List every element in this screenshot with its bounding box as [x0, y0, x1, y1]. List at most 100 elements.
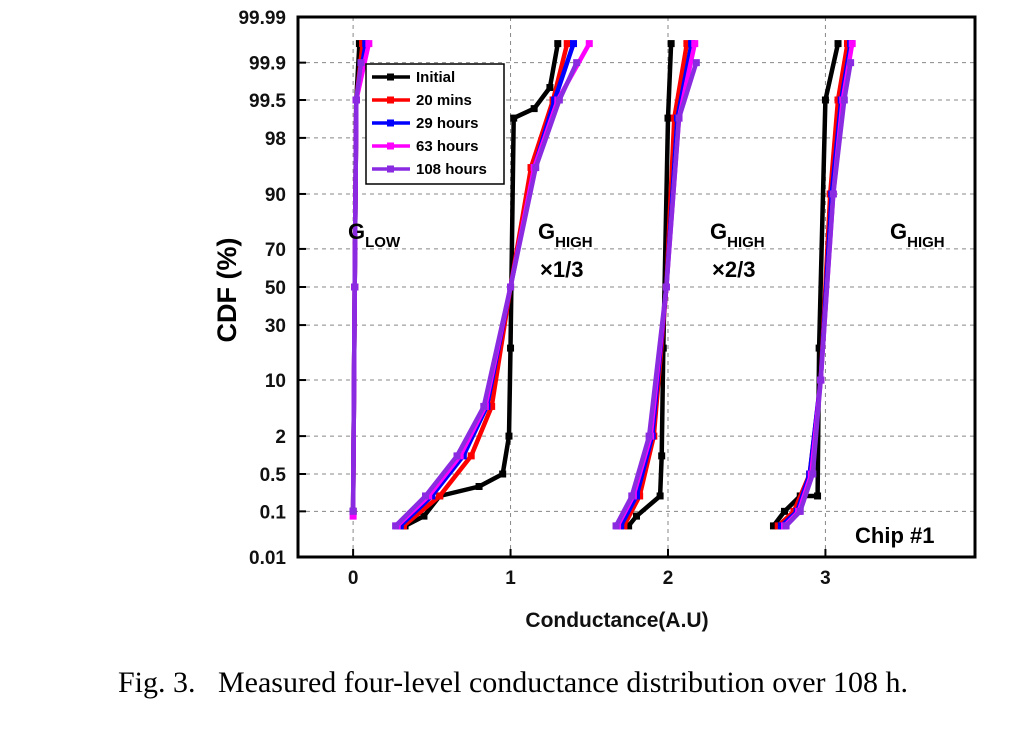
- data-point: [392, 522, 400, 530]
- legend: Initial 20 mins 29 hours 63 hours 108 hours: [365, 63, 505, 185]
- data-point: [625, 522, 633, 530]
- legend-label: 29 hours: [416, 115, 479, 132]
- data-point: [814, 492, 822, 500]
- data-point: [691, 40, 699, 48]
- legend-label: 63 hours: [416, 138, 479, 155]
- data-point: [349, 507, 357, 515]
- data-point: [840, 96, 848, 104]
- data-point: [357, 59, 365, 67]
- series-line: [393, 60, 579, 529]
- data-point: [656, 492, 664, 500]
- data-point: [780, 507, 788, 515]
- data-point: [769, 522, 777, 530]
- series-line: [615, 41, 698, 529]
- y-tick-label: 98: [265, 129, 286, 150]
- data-point: [488, 402, 496, 410]
- series-layer: [349, 40, 856, 530]
- x-tick-label: 0: [348, 568, 359, 589]
- y-tick-label: 30: [265, 316, 286, 337]
- data-point: [847, 59, 855, 67]
- annotation-label: GHIGH: [710, 219, 765, 251]
- data-point: [628, 492, 636, 500]
- data-point: [532, 164, 540, 172]
- annotation-label: GLOW: [348, 219, 401, 251]
- data-point: [352, 96, 360, 104]
- legend-marker: [387, 96, 394, 104]
- y-tick-label: 90: [265, 185, 286, 206]
- annotation-scale: ×1/3: [540, 257, 583, 282]
- y-tick-label: 10: [265, 371, 286, 392]
- data-point: [573, 59, 581, 67]
- data-point: [612, 522, 620, 530]
- data-point: [554, 40, 562, 48]
- data-point: [683, 40, 691, 48]
- data-point: [349, 512, 357, 520]
- data-point: [809, 470, 817, 478]
- legend-label: 20 mins: [416, 92, 472, 109]
- data-point: [453, 452, 461, 460]
- data-point: [555, 96, 563, 104]
- y-tick-label: 99.9: [249, 54, 286, 75]
- data-point: [829, 190, 837, 198]
- annotation-label: Chip #1: [855, 523, 934, 548]
- data-point: [782, 522, 790, 530]
- annotation-scale: ×2/3: [712, 257, 755, 282]
- data-point: [834, 40, 842, 48]
- data-point: [467, 452, 475, 460]
- series-line: [350, 60, 364, 514]
- legend-label: Initial: [416, 69, 455, 86]
- data-point: [692, 59, 700, 67]
- data-point: [499, 470, 507, 478]
- data-point: [365, 40, 373, 48]
- data-point: [848, 40, 856, 48]
- y-tick-label: 99.99: [238, 8, 286, 29]
- data-point: [563, 40, 571, 48]
- y-tick-label: 0.01: [249, 548, 286, 569]
- annotation-label: GHIGH: [538, 219, 593, 251]
- data-point: [510, 114, 518, 122]
- data-point: [585, 40, 593, 48]
- data-point: [546, 84, 554, 92]
- figure-caption: Fig. 3. Measured four-level conductance …: [117, 666, 909, 699]
- y-tick-label: 2: [275, 427, 286, 448]
- data-point: [667, 40, 675, 48]
- data-point: [664, 114, 672, 122]
- series-line: [613, 60, 699, 529]
- y-tick-label: 0.5: [260, 465, 287, 486]
- data-point: [422, 492, 430, 500]
- y-axis-label: CDF (%): [212, 238, 242, 343]
- data-point: [796, 507, 804, 515]
- x-axis-label: Conductance(A.U): [525, 609, 708, 632]
- data-point: [420, 512, 428, 520]
- data-point: [633, 512, 640, 520]
- data-point: [821, 96, 829, 104]
- y-tick-label: 70: [265, 240, 286, 261]
- cdf-chart: 0.01 0.1 0.5 2 10 30 50 70 90 98 99.5 99.9 99.99 0 1 2 3…: [212, 8, 977, 632]
- data-point: [658, 452, 666, 460]
- x-tick-label: 1: [505, 568, 516, 589]
- x-tick-label: 2: [663, 568, 674, 589]
- data-point: [436, 492, 444, 500]
- data-point: [530, 105, 538, 113]
- y-tick-label: 50: [265, 278, 286, 299]
- data-point: [645, 432, 653, 440]
- data-point: [815, 344, 823, 352]
- legend-marker: [387, 119, 394, 127]
- legend-marker: [387, 165, 394, 173]
- data-point: [480, 402, 488, 410]
- data-point: [475, 482, 483, 490]
- x-tick-label: 3: [820, 568, 831, 589]
- data-point: [817, 376, 825, 384]
- data-point: [662, 283, 670, 291]
- axis-ticks: 0.01 0.1 0.5 2 10 30 50 70 90 98 99.5 99.9 99.99 0 1 2 3: [238, 8, 830, 589]
- data-point: [675, 114, 683, 122]
- data-point: [507, 283, 515, 291]
- annotation-label: GHIGH: [890, 219, 945, 251]
- y-tick-label: 99.5: [249, 91, 286, 112]
- legend-marker: [387, 73, 394, 81]
- data-point: [505, 432, 513, 440]
- legend-label: 108 hours: [416, 161, 487, 178]
- data-point: [570, 40, 578, 48]
- data-point: [351, 283, 359, 291]
- series-108-hours: [349, 59, 855, 530]
